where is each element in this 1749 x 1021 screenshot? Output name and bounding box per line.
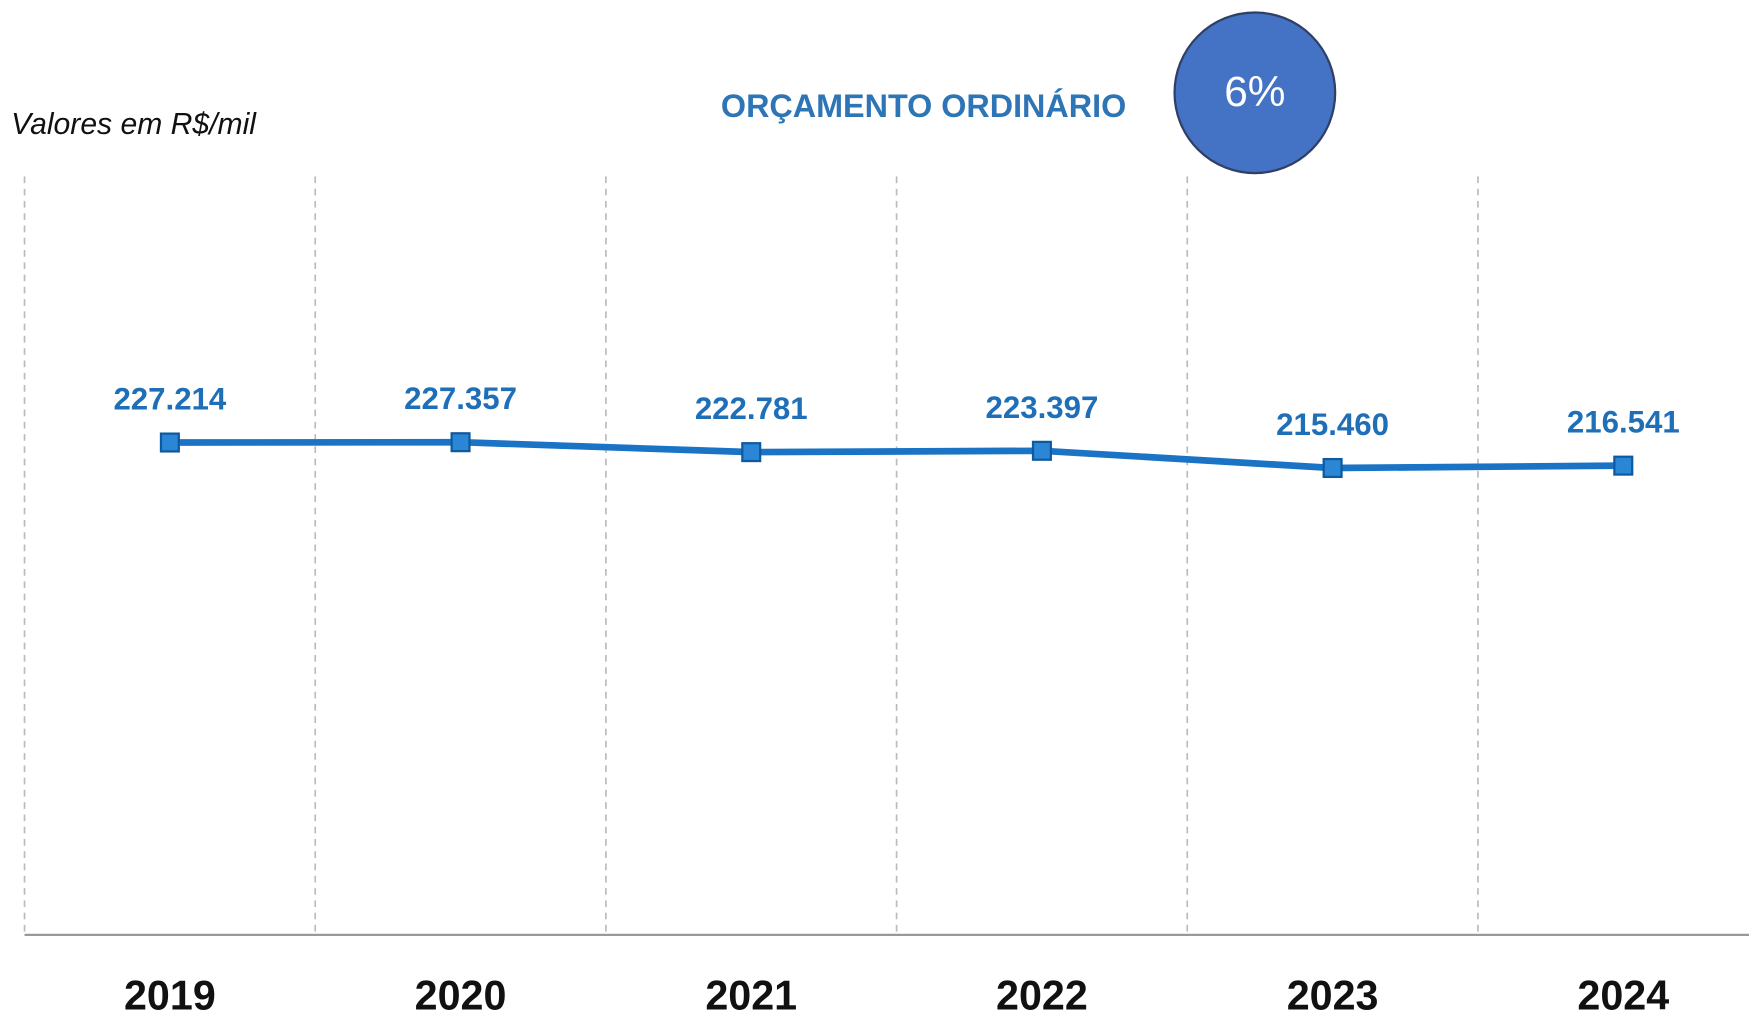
data-point [159,432,180,453]
x-tick-label: 2022 [996,972,1088,1018]
x-tick-label: 2021 [705,972,797,1018]
data-point [450,432,471,453]
data-point [741,442,762,463]
x-tick-label: 2019 [124,972,216,1018]
data-label: 223.397 [985,390,1098,425]
annotation: 6% [1224,68,1285,115]
data-label: 215.460 [1276,407,1389,442]
data-label: 222.781 [695,391,808,426]
chart-title: ORÇAMENTO ORDINÁRIO [721,87,1126,124]
data-line [169,438,1624,472]
data-label: 227.357 [404,381,517,416]
data-label: 216.541 [1567,405,1680,440]
chart-subtitle: Valores em R$/mil [11,108,257,141]
x-tick-label: 2020 [415,972,507,1018]
data-point [1031,440,1052,461]
x-tick-label: 2023 [1287,972,1379,1018]
x-tick-label: 2024 [1577,972,1669,1018]
data-label: 227.214 [113,381,226,416]
annotation-circle [1173,11,1337,175]
data-point [1322,457,1343,479]
data-point [1613,455,1634,476]
